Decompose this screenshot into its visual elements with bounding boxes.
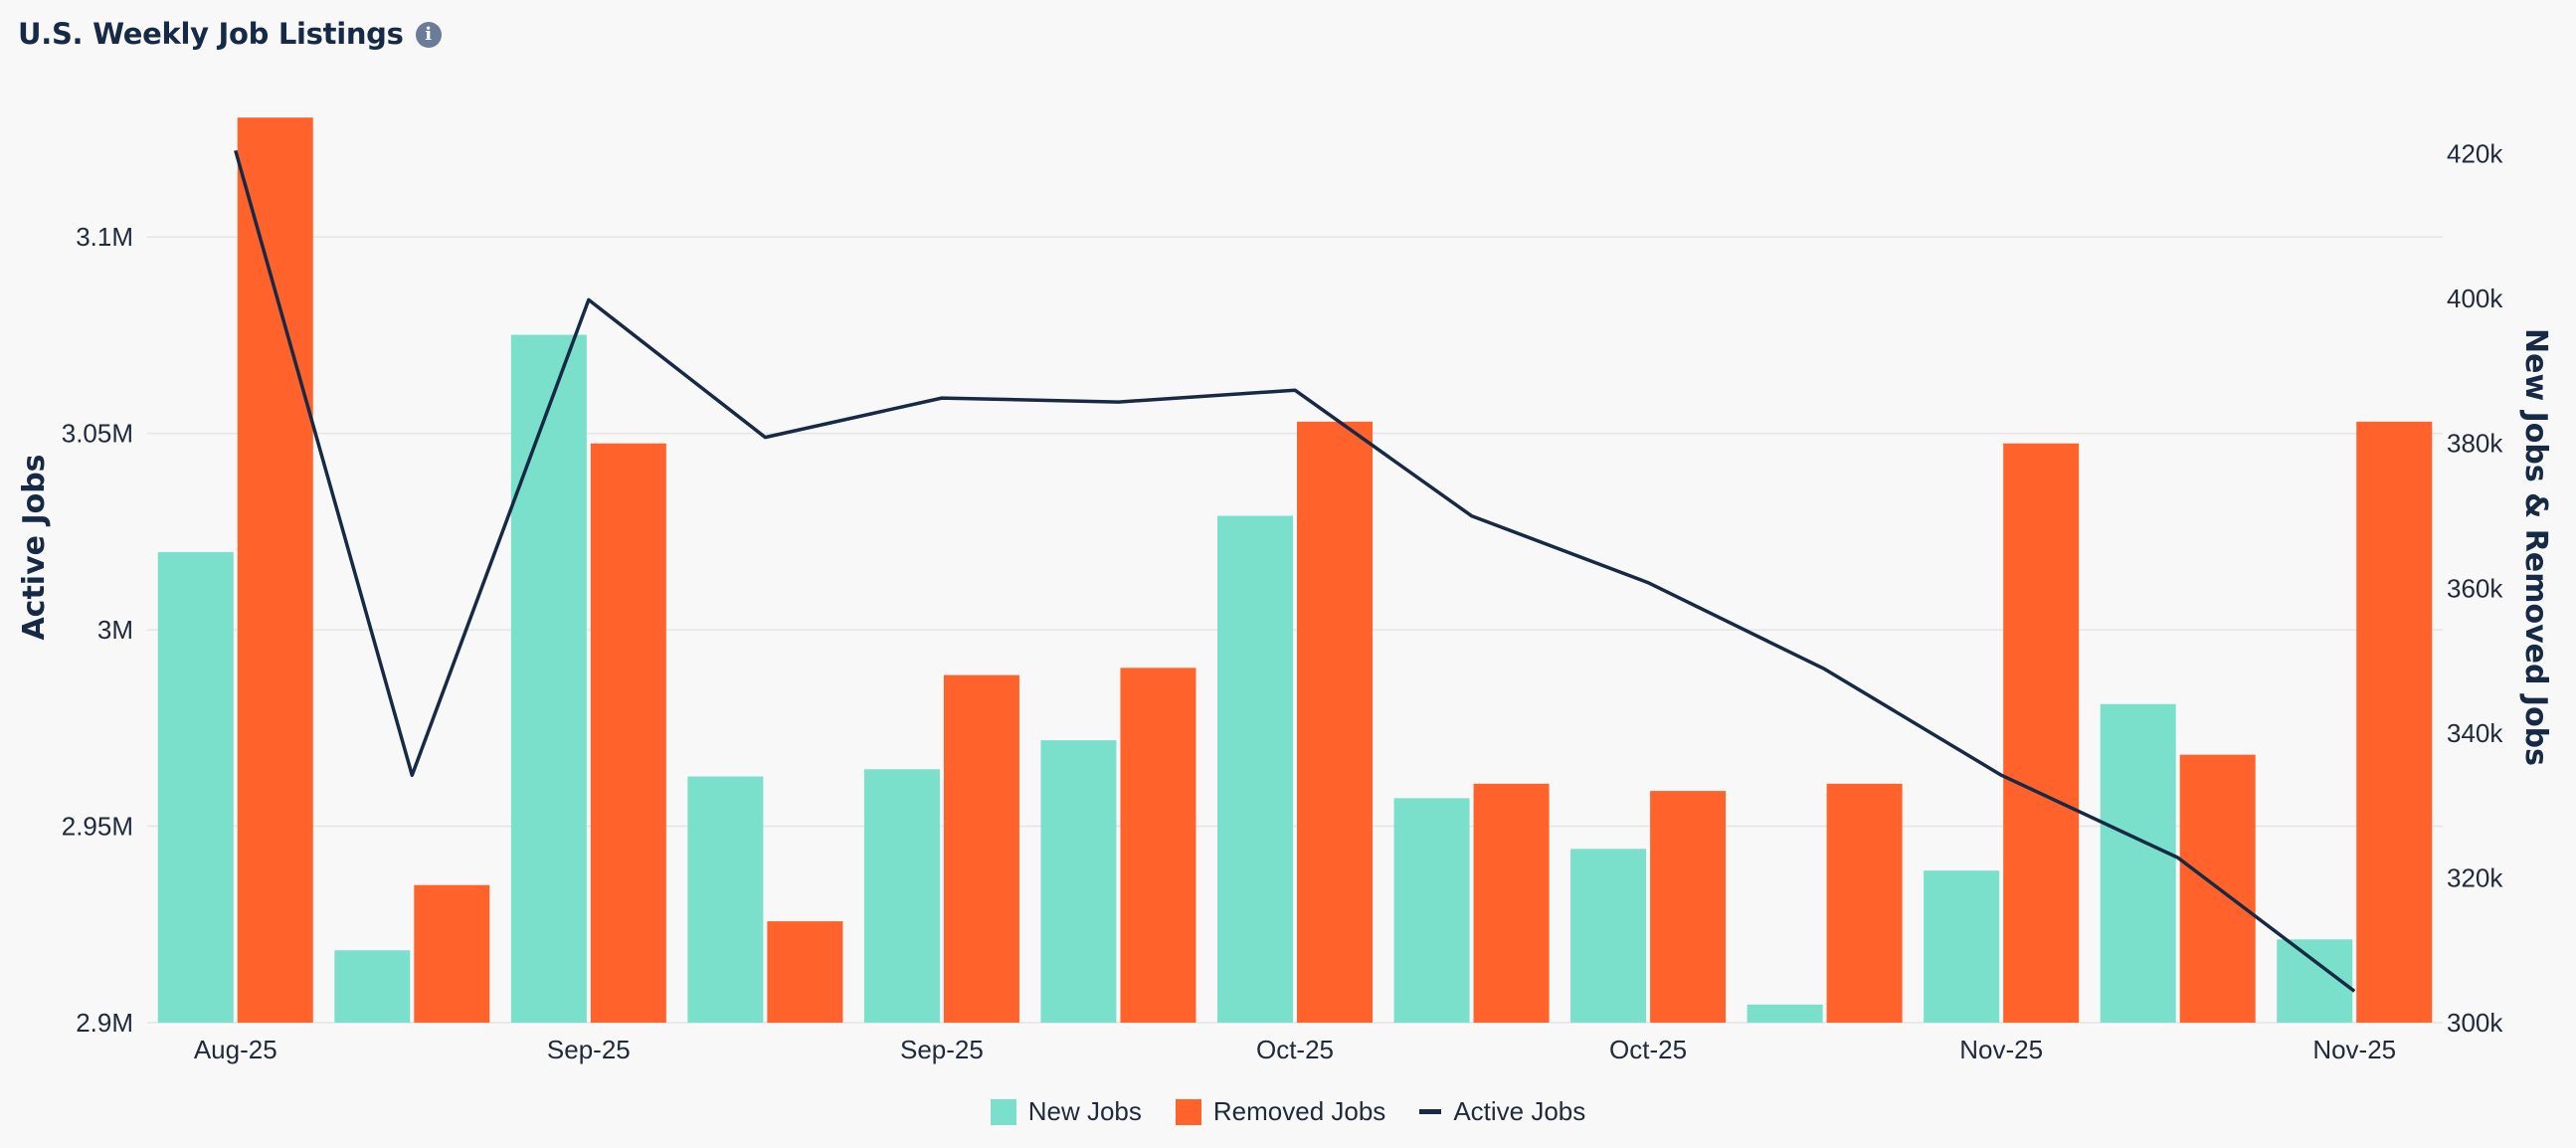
legend-label-active-jobs: Active Jobs	[1453, 1096, 1586, 1126]
bar-removed-jobs[interactable]	[1120, 668, 1196, 1023]
bar-removed-jobs[interactable]	[414, 884, 490, 1023]
x-axis-ticks: Aug-25 Sep-25 Sep-25 Oct-25 Oct-25 Nov-25 Nov-…	[194, 1035, 2396, 1064]
bar-new-jobs[interactable]	[687, 776, 764, 1023]
legend-item-active-jobs[interactable]: Active Jobs	[1419, 1096, 1585, 1127]
left-tick-label: 3.1M	[76, 222, 133, 252]
x-tick-label: Oct-25	[1609, 1035, 1687, 1064]
right-tick-label: 380k	[2447, 429, 2503, 459]
x-tick-label: Aug-25	[194, 1035, 277, 1064]
x-tick-label: Sep-25	[547, 1035, 631, 1064]
bar-removed-jobs[interactable]	[1297, 421, 1373, 1023]
left-tick-label: 3M	[97, 615, 133, 645]
right-tick-label: 400k	[2447, 284, 2503, 313]
x-tick-label: Sep-25	[900, 1035, 984, 1064]
bar-removed-jobs[interactable]	[767, 921, 843, 1023]
x-tick-label: Oct-25	[1256, 1035, 1334, 1064]
right-tick-label: 300k	[2447, 1008, 2503, 1038]
bar-new-jobs[interactable]	[1570, 849, 1647, 1023]
x-tick-label: Nov-25	[1959, 1035, 2043, 1064]
left-axis-title: Active Jobs	[17, 454, 52, 640]
active-jobs-line[interactable]	[234, 149, 2356, 993]
info-icon[interactable]: i	[415, 22, 442, 48]
job-listings-chart: 2.9M 2.95M 3M 3.05M 3.1M 300k 320k 340k 360k 380…	[17, 117, 2553, 1064]
bar-removed-jobs[interactable]	[2003, 443, 2080, 1024]
active-jobs-line-layer	[234, 149, 2356, 993]
right-tick-label: 360k	[2447, 573, 2503, 603]
bar-new-jobs[interactable]	[157, 551, 234, 1023]
bar-new-jobs[interactable]	[1393, 798, 1470, 1023]
legend-swatch-active-jobs	[1419, 1109, 1442, 1114]
legend: New Jobs Removed Jobs Active Jobs	[0, 1096, 2576, 1127]
bar-new-jobs[interactable]	[1924, 870, 2000, 1023]
bar-new-jobs[interactable]	[510, 334, 587, 1023]
bar-removed-jobs[interactable]	[590, 443, 666, 1024]
bar-new-jobs[interactable]	[2100, 703, 2176, 1023]
bar-new-jobs[interactable]	[863, 769, 940, 1023]
x-tick-label: Nov-25	[2312, 1035, 2396, 1064]
bar-removed-jobs[interactable]	[1826, 783, 1903, 1023]
legend-swatch-removed-jobs	[1175, 1098, 1201, 1125]
left-tick-label: 3.05M	[62, 419, 133, 449]
legend-label-removed-jobs: Removed Jobs	[1212, 1096, 1386, 1126]
bar-removed-jobs[interactable]	[1650, 791, 1727, 1023]
legend-label-new-jobs: New Jobs	[1027, 1096, 1142, 1126]
bar-removed-jobs[interactable]	[1473, 783, 1550, 1023]
grid-lines	[147, 236, 2443, 1024]
bars	[157, 117, 2433, 1024]
legend-item-new-jobs[interactable]: New Jobs	[990, 1096, 1142, 1127]
legend-item-removed-jobs[interactable]: Removed Jobs	[1175, 1096, 1386, 1127]
bar-new-jobs[interactable]	[1747, 1004, 1823, 1023]
bar-removed-jobs[interactable]	[943, 674, 1019, 1023]
bar-new-jobs[interactable]	[1217, 515, 1293, 1023]
chart-title: U.S. Weekly Job Listings	[18, 17, 404, 51]
left-axis-ticks: 2.9M 2.95M 3M 3.05M 3.1M	[62, 222, 133, 1038]
left-tick-label: 2.95M	[62, 812, 133, 842]
right-axis-title: New Jobs & Removed Jobs	[2518, 328, 2553, 766]
bar-new-jobs[interactable]	[334, 950, 411, 1023]
legend-swatch-new-jobs	[990, 1098, 1016, 1125]
bar-removed-jobs[interactable]	[237, 117, 313, 1024]
chart-header: U.S. Weekly Job Listings i	[18, 10, 442, 58]
bar-removed-jobs[interactable]	[2356, 421, 2433, 1023]
bar-new-jobs[interactable]	[1040, 740, 1117, 1023]
right-tick-label: 340k	[2447, 718, 2503, 748]
right-axis-ticks: 300k 320k 340k 360k 380k 400k 420k	[2447, 139, 2503, 1038]
left-tick-label: 2.9M	[76, 1008, 133, 1038]
right-tick-label: 420k	[2447, 139, 2503, 169]
right-tick-label: 320k	[2447, 862, 2503, 892]
